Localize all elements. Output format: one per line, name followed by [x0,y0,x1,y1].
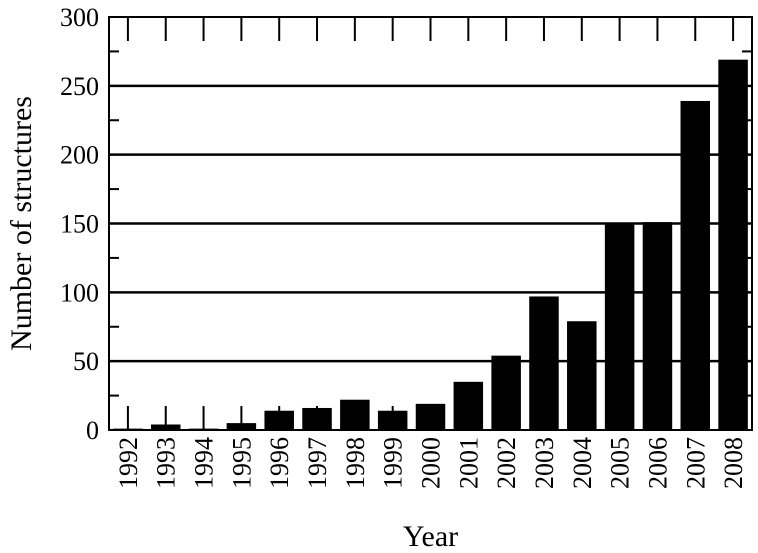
y-tick-label-250: 250 [60,72,99,101]
bar-2008 [718,59,748,430]
y-tick-label-150: 150 [60,210,99,239]
y-axis-label: Number of structures [5,96,38,351]
x-tick-label-1994: 1994 [190,437,219,489]
bar-2007 [680,100,711,430]
bar-2003 [529,296,559,430]
bar-2001 [453,381,484,430]
y-tick-label-300: 300 [60,3,99,32]
x-tick-label-1992: 1992 [114,437,143,489]
x-tick-label-2002: 2002 [492,437,521,489]
bar-1997 [302,407,332,430]
bar-1993 [150,424,181,430]
bar-2000 [415,403,446,430]
bar-2006 [642,222,673,430]
x-tick-label-2008: 2008 [719,437,748,489]
x-tick-label-2001: 2001 [454,437,483,489]
bar-1995 [226,423,257,430]
x-tick-label-1998: 1998 [341,437,370,489]
bar-1998 [340,399,370,430]
bar-2004 [567,321,597,430]
x-tick-label-2007: 2007 [681,437,710,489]
bar-2002 [491,355,521,430]
x-tick-label-1995: 1995 [227,437,256,489]
x-tick-labels: 1992 1993 1994 1995 1996 1997 1998 1999 2000 2001… [114,437,748,489]
x-tick-label-2006: 2006 [643,437,672,489]
x-tick-label-1999: 1999 [379,437,408,489]
bar-1996 [264,410,294,430]
x-tick-label-2004: 2004 [568,437,597,489]
bar-2005 [604,223,635,430]
y-tick-labels: 0 50 100 150 200 250 300 [60,3,99,445]
x-tick-label-1993: 1993 [152,437,181,489]
plot-frame [108,16,753,431]
y-tick-label-100: 100 [60,278,99,307]
x-tick-label-2003: 2003 [530,437,559,489]
bar-1999 [377,410,408,430]
x-tick-label-2005: 2005 [606,437,635,489]
y-tick-label-0: 0 [86,416,99,445]
y-tick-label-200: 200 [60,141,99,170]
y-tick-label-50: 50 [73,347,99,376]
x-tick-label-1997: 1997 [303,437,332,489]
x-axis-label: Year [403,520,458,553]
bars [113,59,748,430]
x-tick-label-1996: 1996 [265,437,294,489]
x-tick-label-2000: 2000 [417,437,446,489]
